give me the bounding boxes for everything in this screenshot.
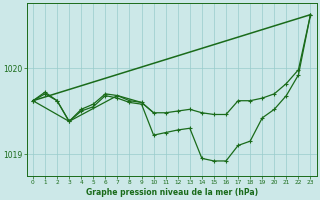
X-axis label: Graphe pression niveau de la mer (hPa): Graphe pression niveau de la mer (hPa) bbox=[86, 188, 258, 197]
